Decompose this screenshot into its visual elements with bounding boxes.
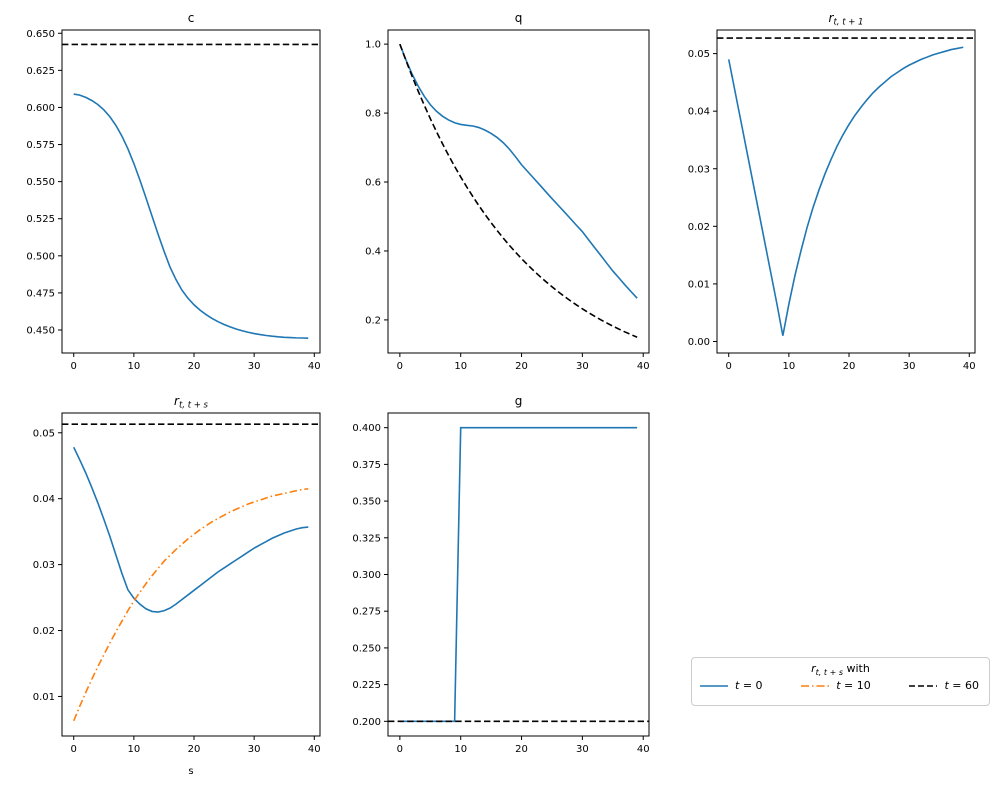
series-q-solid xyxy=(399,43,638,299)
legend-box: rt, t + s with t = 0 t = 10 t = 60 xyxy=(691,657,990,706)
subplot-rs: 0 10 20 30 40 0.01 0.02 0.03 0.04 0.05 rt, t + s s xyxy=(33,394,321,777)
legend-item-t10-value: = 10 xyxy=(840,679,871,692)
y-tick-label-c: 0.625 xyxy=(26,66,55,77)
y-tick-label-r1: 0.02 xyxy=(688,222,710,233)
legend-item-t0-var: t xyxy=(735,679,740,692)
series-rs-t0 xyxy=(73,446,309,613)
subplot-r1: 0 10 20 30 40 0.00 0.01 0.02 0.03 0.04 0.05 rt, t +… xyxy=(688,11,976,372)
axes-frame-rs xyxy=(61,412,321,737)
y-tick-label-c: 0.475 xyxy=(26,288,55,299)
y-tick-label-rs: 0.01 xyxy=(33,692,55,703)
y-tick-label-g: 0.225 xyxy=(352,680,381,691)
legend-item-t0-value: = 0 xyxy=(739,679,763,692)
axes-frame-q xyxy=(387,29,650,354)
x-tick-label-c: 30 xyxy=(248,361,261,372)
y-tick-label-q: 0.2 xyxy=(365,315,381,326)
y-tick-label-r1: 0.00 xyxy=(688,337,710,348)
legend-items: t = 0 t = 10 t = 60 xyxy=(692,676,989,692)
y-tick-label-c: 0.500 xyxy=(26,251,55,262)
y-tick-label-g: 0.200 xyxy=(352,717,381,728)
x-tick-label-q: 40 xyxy=(637,361,650,372)
subplot-title-r1: rt, t + 1 xyxy=(829,11,864,28)
legend-item-t10: t = 10 xyxy=(801,679,871,692)
legend-item-t60-value: = 60 xyxy=(948,679,979,692)
y-tick-label-rs: 0.05 xyxy=(33,428,55,439)
subplot-title-q: q xyxy=(515,11,523,25)
subplot-title-c: c xyxy=(188,11,195,25)
legend-item-t60: t = 60 xyxy=(909,679,979,692)
y-tick-label-rs: 0.03 xyxy=(33,560,55,571)
x-tick-label-r1: 30 xyxy=(903,361,916,372)
series-q-dashed xyxy=(399,43,638,338)
x-axis-label-rs: s xyxy=(188,766,193,777)
x-tick-label-c: 20 xyxy=(188,361,201,372)
axes-frame-c xyxy=(61,29,321,354)
y-tick-label-c: 0.550 xyxy=(26,177,55,188)
legend-title-subscript: t, t + s xyxy=(815,668,843,678)
dashdot-line-swatch xyxy=(801,684,830,688)
y-tick-label-q: 0.6 xyxy=(365,178,381,189)
x-tick-label-g: 10 xyxy=(454,744,467,755)
x-tick-label-q: 10 xyxy=(454,361,467,372)
y-tick-label-c: 0.575 xyxy=(26,140,55,151)
subplot-q: 0 10 20 30 40 0.2 0.4 0.6 0.8 1.0 q xyxy=(365,11,649,372)
y-tick-label-c: 0.650 xyxy=(26,29,55,40)
x-tick-label-rs: 30 xyxy=(248,744,261,755)
x-tick-label-rs: 10 xyxy=(127,744,140,755)
y-tick-label-q: 0.4 xyxy=(365,246,381,257)
legend-item-t0: t = 0 xyxy=(700,679,763,692)
x-tick-label-rs: 20 xyxy=(188,744,201,755)
y-tick-label-rs: 0.02 xyxy=(33,626,55,637)
x-tick-label-c: 10 xyxy=(127,361,140,372)
x-tick-label-q: 20 xyxy=(515,361,528,372)
y-tick-label-g: 0.325 xyxy=(352,533,381,544)
axes-frame-r1 xyxy=(716,29,976,354)
x-tick-label-rs: 40 xyxy=(308,744,321,755)
y-tick-label-q: 1.0 xyxy=(365,40,381,51)
y-tick-label-g: 0.250 xyxy=(352,643,381,654)
x-tick-label-c: 0 xyxy=(71,361,77,372)
y-tick-label-rs: 0.04 xyxy=(33,494,55,505)
subplot-title-g: g xyxy=(515,394,523,408)
y-tick-label-g: 0.300 xyxy=(352,570,381,581)
y-tick-label-r1: 0.05 xyxy=(688,49,710,60)
legend-title: rt, t + s with xyxy=(692,658,989,678)
legend-item-t60-var: t xyxy=(944,679,949,692)
x-tick-label-r1: 40 xyxy=(963,361,976,372)
x-tick-label-rs: 0 xyxy=(71,744,77,755)
solid-line-swatch xyxy=(700,684,728,688)
x-tick-label-q: 30 xyxy=(576,361,589,372)
x-tick-label-r1: 0 xyxy=(726,361,732,372)
series-r1-solid xyxy=(727,46,964,336)
x-tick-label-c: 40 xyxy=(308,361,321,372)
x-tick-label-g: 20 xyxy=(515,744,528,755)
legend-title-var: r xyxy=(811,662,816,675)
y-tick-label-c: 0.525 xyxy=(26,214,55,225)
x-tick-label-r1: 20 xyxy=(843,361,856,372)
subplot-title-rs: rt, t + s xyxy=(174,394,209,411)
y-tick-label-c: 0.600 xyxy=(26,103,55,114)
y-tick-label-g: 0.350 xyxy=(352,497,381,508)
dashed-line-swatch xyxy=(909,684,938,688)
x-tick-label-g: 0 xyxy=(397,744,403,755)
series-rs-t10 xyxy=(72,488,309,722)
y-tick-label-g: 0.275 xyxy=(352,607,381,618)
y-tick-label-r1: 0.04 xyxy=(688,107,710,118)
x-tick-label-g: 30 xyxy=(576,744,589,755)
y-tick-label-r1: 0.01 xyxy=(688,279,710,290)
legend-item-t10-var: t xyxy=(836,679,841,692)
x-tick-label-g: 40 xyxy=(637,744,650,755)
subplot-g: 0 10 20 30 40 0.200 0.225 0.250 0.275 0.300 0.325 0… xyxy=(352,394,649,755)
y-tick-label-g: 0.400 xyxy=(352,423,381,434)
y-tick-label-g: 0.375 xyxy=(352,460,381,471)
x-tick-label-q: 0 xyxy=(397,361,403,372)
y-tick-label-c: 0.450 xyxy=(26,326,55,337)
y-tick-label-q: 0.8 xyxy=(365,109,381,120)
x-tick-label-r1: 10 xyxy=(782,361,795,372)
subplot-c: 0 10 20 30 40 0.450 0.475 0.500 0.525 0.550 0.575 0… xyxy=(26,11,320,372)
y-tick-label-r1: 0.03 xyxy=(688,164,710,175)
series-c-solid xyxy=(73,93,309,339)
legend-title-suffix: with xyxy=(843,662,870,675)
